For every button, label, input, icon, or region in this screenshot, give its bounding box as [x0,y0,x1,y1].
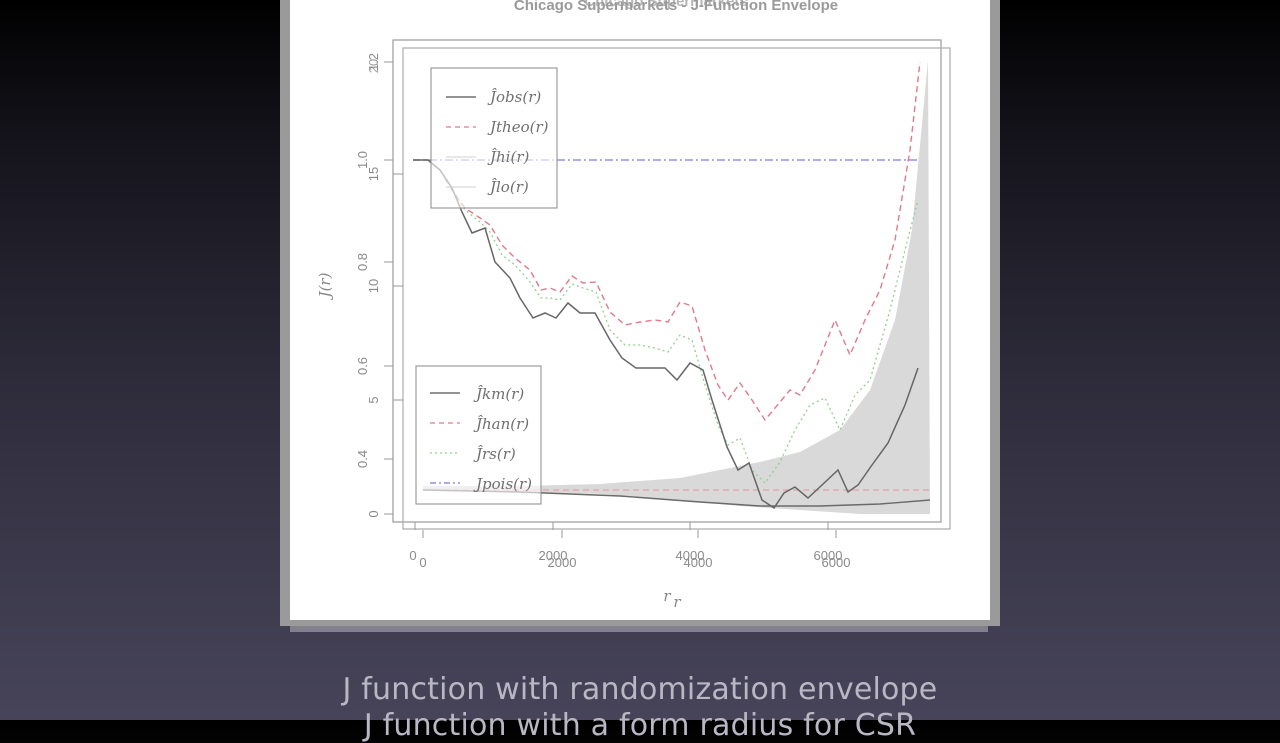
j-function-chart: Chicago Supermarkets - J-Function Envelo… [316,0,951,611]
svg-text:0.8: 0.8 [355,253,370,271]
legend-jpois: Jpois(r) [473,475,532,493]
x-axis-label-overlay: r [673,593,681,611]
y-axis-ticks: 1.2 20 1.0 15 0.8 10 0.6 5 0.4 0 [355,53,381,518]
svg-text:5: 5 [366,396,381,403]
svg-text:0.4: 0.4 [355,450,370,468]
svg-text:0: 0 [366,510,381,517]
envelope-area [423,60,930,514]
svg-text:0.6: 0.6 [355,357,370,375]
svg-text:4000: 4000 [676,548,705,563]
plot-frame-2 [402,47,951,530]
legend-jrs: Ĵrs(r) [473,445,516,463]
svg-text:1.0: 1.0 [355,151,370,169]
plot-frame-1 [392,39,942,523]
legend-jhan: Ĵhan(r) [473,415,529,433]
slide-caption-line-1: J function with randomization envelope [342,672,938,707]
svg-text:0: 0 [419,555,426,570]
svg-text:15: 15 [366,167,381,181]
x-axis-label: r [663,587,671,605]
slide-caption-line-2: J function with a form radius for CSR [363,708,917,743]
svg-text:10: 10 [366,279,381,293]
svg-text:1.2: 1.2 [366,53,381,71]
jhan-line [413,61,921,422]
svg-text:0: 0 [409,548,416,563]
svg-text:2000: 2000 [539,548,568,563]
chart-image: Chicago Supermarkets - J-Function Envelo… [290,0,990,620]
svg-text:6000: 6000 [822,555,851,570]
jkm-line [413,159,919,510]
y-axis-label: J(r) [316,272,334,300]
legend-jtheo: Jtheo(r) [487,118,549,136]
legend-jkm: Ĵkm(r) [473,385,524,403]
svg-text:2000: 2000 [548,555,577,570]
legend-top: Ĵobs(r) Jtheo(r) Ĵhi(r) Ĵlo(r) [430,67,558,209]
svg-text:6000: 6000 [814,548,843,563]
chart-title: Chicago Supermarkets - J-Function Envelo… [514,0,838,14]
legend-jlo: Ĵlo(r) [487,178,529,196]
chart-title-overlay: Chicago Supermarkets [584,0,747,10]
svg-text:20: 20 [366,59,381,73]
svg-text:4000: 4000 [684,555,713,570]
legend-jobs: Ĵobs(r) [487,88,541,106]
legend-jhi: Ĵhi(r) [487,148,529,166]
legend-bottom: Ĵkm(r) Ĵhan(r) Ĵrs(r) Jpois(r) [415,365,542,505]
x-axis-ticks: 0 0 2000 2000 4000 4000 6000 6000 [409,548,850,570]
